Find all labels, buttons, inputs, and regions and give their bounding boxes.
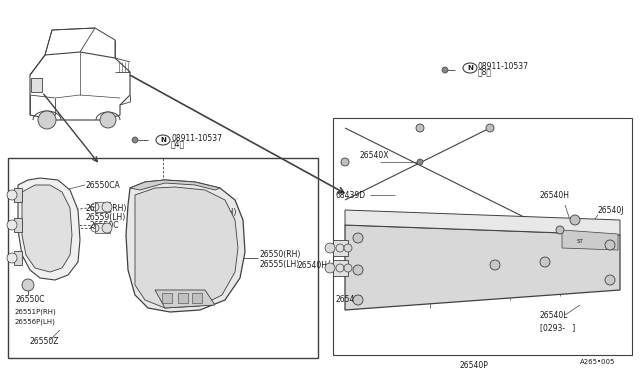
Text: A265•005: A265•005 (580, 359, 616, 365)
Circle shape (556, 226, 564, 234)
Circle shape (344, 264, 352, 272)
Circle shape (38, 111, 56, 129)
Text: 26540P: 26540P (460, 360, 489, 369)
Text: （4）: （4） (171, 140, 185, 148)
Polygon shape (155, 290, 215, 308)
Polygon shape (95, 223, 110, 233)
Circle shape (325, 263, 335, 273)
Circle shape (100, 112, 116, 128)
Text: 26559(LH): 26559(LH) (85, 212, 125, 221)
Text: 68439D: 68439D (335, 190, 365, 199)
Text: [0293-   ]: [0293- ] (540, 324, 575, 333)
Circle shape (540, 257, 550, 267)
Text: 26550C: 26550C (90, 221, 120, 230)
Text: 26551P(RH): 26551P(RH) (15, 309, 57, 315)
Polygon shape (162, 293, 172, 303)
Text: 26550(RH): 26550(RH) (260, 250, 301, 260)
Circle shape (486, 124, 494, 132)
Text: （8）: （8） (478, 67, 492, 77)
Circle shape (417, 159, 423, 165)
Circle shape (325, 243, 335, 253)
Polygon shape (345, 210, 620, 235)
Circle shape (416, 124, 424, 132)
Text: 26556P(LH): 26556P(LH) (15, 319, 56, 325)
Circle shape (7, 220, 17, 230)
Polygon shape (333, 240, 348, 256)
Circle shape (442, 67, 448, 73)
Text: 26555(LH): 26555(LH) (260, 260, 300, 269)
Polygon shape (22, 185, 72, 272)
Circle shape (102, 223, 112, 233)
Circle shape (344, 244, 352, 252)
Circle shape (353, 233, 363, 243)
Polygon shape (14, 188, 22, 202)
Polygon shape (130, 180, 220, 190)
Polygon shape (14, 218, 22, 232)
Ellipse shape (463, 63, 477, 73)
Text: 26550C: 26550C (15, 295, 45, 305)
Text: 26550CA: 26550CA (85, 180, 120, 189)
Polygon shape (333, 260, 348, 276)
Polygon shape (192, 293, 202, 303)
Circle shape (605, 275, 615, 285)
Text: N: N (467, 65, 473, 71)
Polygon shape (18, 178, 80, 280)
Text: 26550Z: 26550Z (30, 337, 60, 346)
Polygon shape (14, 251, 22, 265)
Polygon shape (126, 180, 245, 312)
Circle shape (353, 265, 363, 275)
Text: 26559(LH): 26559(LH) (195, 218, 236, 227)
Text: 08911-10537: 08911-10537 (171, 134, 222, 142)
Polygon shape (135, 187, 238, 308)
Polygon shape (95, 202, 110, 212)
Polygon shape (178, 293, 188, 303)
Circle shape (132, 137, 138, 143)
Polygon shape (31, 78, 42, 92)
Circle shape (7, 253, 17, 263)
Text: ST: ST (577, 238, 584, 244)
Circle shape (353, 295, 363, 305)
Text: 26540J: 26540J (598, 205, 625, 215)
Polygon shape (345, 225, 620, 310)
Text: 26554(RH): 26554(RH) (85, 203, 126, 212)
Text: 26540J: 26540J (335, 295, 362, 305)
Circle shape (7, 190, 17, 200)
Text: 26540X: 26540X (360, 151, 390, 160)
Circle shape (102, 202, 112, 212)
Circle shape (570, 215, 580, 225)
Circle shape (341, 158, 349, 166)
Text: 26540L: 26540L (540, 311, 568, 320)
Circle shape (22, 279, 34, 291)
Circle shape (605, 240, 615, 250)
Polygon shape (562, 230, 618, 250)
Text: 26540H: 26540H (298, 260, 328, 269)
Circle shape (490, 260, 500, 270)
Text: 26540H: 26540H (540, 190, 570, 199)
Ellipse shape (156, 135, 170, 145)
Text: N: N (160, 137, 166, 143)
Text: 08911-10537: 08911-10537 (478, 61, 529, 71)
Text: 26554(RH): 26554(RH) (195, 208, 236, 217)
